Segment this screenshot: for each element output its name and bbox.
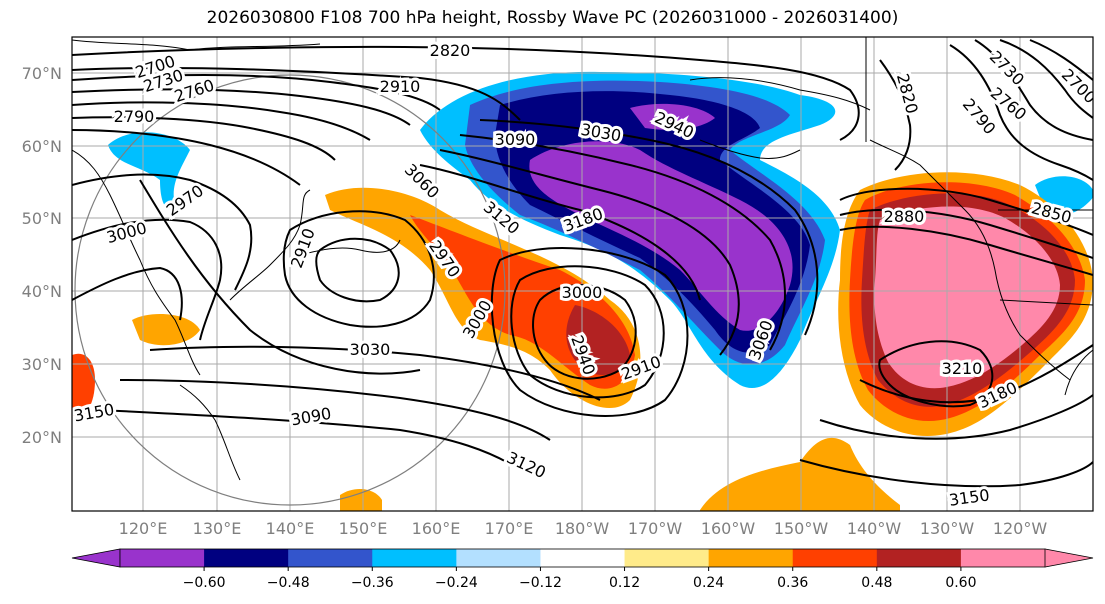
lat-label: 50°N — [22, 209, 62, 228]
lon-label: 160°E — [412, 519, 461, 538]
colorbar-swatch — [876, 549, 962, 567]
colorbar: −0.60 −0.48 −0.36 −0.24 −0.12 0.12 0.24 0.36 0.4… — [71, 548, 1094, 591]
lon-label: 130°E — [193, 519, 242, 538]
lon-label: 150°W — [774, 519, 829, 538]
colorbar-extend-low — [71, 548, 121, 568]
colorbar-tick-label: 0.36 — [777, 575, 808, 591]
longitude-labels: 120°E 130°E 140°E 150°E 160°E 170°E 180°… — [119, 519, 1048, 538]
anomaly-negative-west — [108, 132, 190, 209]
lon-label: 160°W — [701, 519, 756, 538]
lat-label: 40°N — [22, 282, 62, 301]
map-frame — [71, 36, 1094, 512]
colorbar-tick-label: −0.36 — [351, 575, 394, 591]
contour-label: 3210 — [942, 359, 983, 378]
colorbar-tick-label: −0.24 — [435, 575, 478, 591]
anomaly-positive-small-2 — [72, 353, 95, 419]
lon-label: 170°W — [628, 519, 683, 538]
contour-label: 3090 — [495, 130, 536, 149]
reference-circle — [74, 74, 506, 506]
lon-label: 170°E — [485, 519, 534, 538]
colorbar-tick-label: −0.60 — [183, 575, 226, 591]
colorbar-swatch — [960, 549, 1046, 567]
lat-label: 70°N — [22, 64, 62, 83]
map-title: 2026030800 F108 700 hPa height, Rossby W… — [206, 8, 899, 28]
colorbar-tick-label: 0.60 — [945, 575, 976, 591]
colorbar-swatch — [372, 549, 457, 567]
colorbar-swatch — [204, 549, 289, 567]
colorbar-tick-label: 0.24 — [693, 575, 724, 591]
contour-label: 3030 — [350, 340, 391, 359]
contour-label: 2910 — [287, 226, 319, 271]
colorbar-swatch — [288, 549, 373, 567]
anomaly-negative-core-north — [630, 103, 715, 130]
latitude-labels: 70°N 60°N 50°N 40°N 30°N 20°N — [22, 64, 62, 447]
colorbar-swatch — [708, 549, 794, 567]
lat-label: 20°N — [22, 428, 62, 447]
colorbar-frame — [119, 548, 1046, 568]
colorbar-swatch — [120, 549, 205, 567]
colorbar-tick-label: 0.48 — [861, 575, 892, 591]
grid-lines — [72, 37, 1093, 511]
lat-label: 30°N — [22, 355, 62, 374]
contour-label: 2880 — [884, 207, 925, 226]
contour-label: 3000 — [562, 283, 603, 302]
lat-label: 60°N — [22, 137, 62, 156]
colorbar-tick-label: −0.12 — [519, 575, 562, 591]
colorbar-extend-high — [1044, 548, 1094, 568]
lon-label: 120°W — [993, 519, 1048, 538]
lon-label: 180°W — [555, 519, 610, 538]
colorbar-tick-label: 0.12 — [609, 575, 640, 591]
lon-label: 130°W — [920, 519, 975, 538]
colorbar-swatch — [792, 549, 878, 567]
colorbar-swatch — [456, 549, 541, 567]
colorbar-swatch — [540, 549, 626, 567]
contour-label: 2790 — [114, 107, 155, 126]
contour-label: 2910 — [380, 77, 421, 96]
lon-label: 140°W — [847, 519, 902, 538]
colorbar-tick-label: −0.48 — [267, 575, 310, 591]
height-contours — [72, 39, 1093, 488]
lon-label: 140°E — [266, 519, 315, 538]
contour-label: 2820 — [430, 41, 471, 60]
anomaly-positive-small-4 — [340, 488, 382, 511]
colorbar-swatch — [624, 549, 710, 567]
lon-label: 120°E — [119, 519, 168, 538]
anomaly-positive-small-3 — [700, 437, 900, 511]
lon-label: 150°E — [339, 519, 388, 538]
